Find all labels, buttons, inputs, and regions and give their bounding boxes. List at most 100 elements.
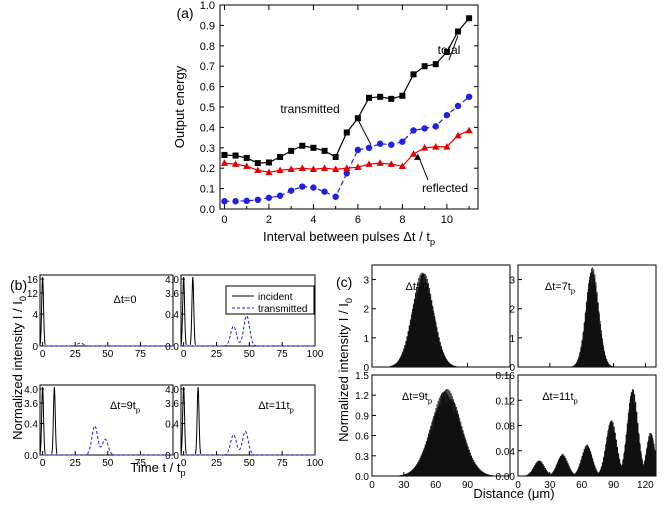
x-tick-label-b: 0 <box>40 349 46 360</box>
x-tick-label-b: 75 <box>135 349 147 360</box>
x-tick-label-a: 0 <box>221 214 227 226</box>
marker-transmitted <box>232 198 239 205</box>
y-tick-label-c: 3 <box>363 276 369 287</box>
transmitted-pulse <box>183 430 315 456</box>
incident-pulse <box>194 386 202 454</box>
y-tick-label-c: 0.9 <box>355 411 369 422</box>
marker-total <box>388 95 395 102</box>
x-tick-label-b: 0 <box>181 458 187 469</box>
marker-transmitted <box>354 146 362 154</box>
marker-total <box>443 48 450 55</box>
plot-frame-b <box>180 384 316 456</box>
y-tick-label-a: 1.0 <box>200 0 215 12</box>
marker-total <box>288 147 295 154</box>
y-tick-label-b: 0 <box>32 342 38 353</box>
marker-total <box>454 28 461 35</box>
marker-transmitted <box>443 111 451 119</box>
intensity-envelope <box>571 267 614 367</box>
x-tick-label-a: 8 <box>399 214 405 226</box>
y-tick-label-a: 0.8 <box>200 41 215 53</box>
x-tick-label-c: 120 <box>637 480 654 491</box>
intensity-envelope <box>524 389 657 476</box>
x-tick-label-a: 4 <box>310 214 316 226</box>
plot-frame-b <box>39 274 174 347</box>
y-tick-label-c: 1.5 <box>355 371 369 382</box>
x-tick-label-b: 50 <box>244 458 256 469</box>
marker-reflected <box>320 164 329 171</box>
x-tick-label-c: 0 <box>515 480 521 491</box>
marker-transmitted <box>332 193 339 200</box>
x-tick-label-b: 75 <box>277 458 289 469</box>
marker-reflected <box>254 166 262 174</box>
incident-pulse <box>189 276 196 345</box>
marker-transmitted <box>421 125 428 132</box>
marker-transmitted <box>321 188 328 195</box>
marker-transmitted <box>254 196 262 204</box>
marker-transmitted <box>376 140 384 147</box>
marker-reflected <box>443 142 451 150</box>
marker-reflected <box>265 168 273 176</box>
y-tick-label-c: 0.0 <box>355 472 369 483</box>
marker-total <box>410 71 417 78</box>
y-tick-label-a: 0.3 <box>200 143 215 155</box>
intensity-envelope <box>388 272 458 367</box>
marker-reflected <box>432 142 440 150</box>
y-tick-label-b: 3.6 <box>165 289 179 300</box>
y-tick-label-b: 0.4 <box>165 310 179 321</box>
x-tick-label-c: 60 <box>576 480 588 491</box>
y-tick-label-c: 0.12 <box>496 396 516 407</box>
y-tick-label-c: 0.04 <box>496 447 516 458</box>
marker-reflected <box>276 166 284 174</box>
subplot-label-b: Δt=0 <box>114 294 137 306</box>
x-tick-label-b: 100 <box>307 349 324 360</box>
subplot-label-b: Δt=11tp <box>258 400 294 414</box>
marker-reflected <box>398 162 406 169</box>
x-tick-label-a: 2 <box>266 214 272 226</box>
y-tick-label-a: 0.0 <box>200 204 215 216</box>
y-tick-label-b: 12 <box>27 289 39 300</box>
x-tick-label-b: 100 <box>307 458 324 469</box>
marker-total <box>466 15 473 22</box>
y-tick-label-b: 3.6 <box>24 399 38 410</box>
marker-total <box>354 115 361 122</box>
y-axis-label-b: Normalized intensity I / I0 <box>10 296 28 440</box>
y-tick-label-c: 0.16 <box>496 371 516 382</box>
annotation-arrowhead-reflected <box>413 153 421 160</box>
legend-label-incident: incident <box>258 292 293 303</box>
x-tick-label-b: 50 <box>102 349 114 360</box>
y-tick-label-c: 0.3 <box>355 452 369 463</box>
marker-total <box>254 160 261 167</box>
x-tick-label-b: 25 <box>211 349 223 360</box>
incident-pulse <box>180 276 187 345</box>
subplot-label-c: Δt=11tp <box>542 391 578 405</box>
x-tick-label-b: 50 <box>244 349 256 360</box>
y-tick-label-c: 3 <box>509 276 515 287</box>
x-tick-label-c: 60 <box>430 480 442 491</box>
y-tick-label-b: 0.0 <box>165 451 179 462</box>
incident-pulse <box>51 386 58 454</box>
plot-frame-a <box>219 4 479 210</box>
marker-transmitted <box>399 138 406 145</box>
subplot-label-c: Δt=9tp <box>402 391 432 405</box>
transmitted-pulse <box>42 425 173 456</box>
marker-transmitted <box>410 127 417 134</box>
y-tick-label-c: 1.2 <box>355 391 369 402</box>
y-tick-label-b: 16 <box>27 275 39 286</box>
marker-reflected <box>354 163 362 170</box>
marker-transmitted <box>454 102 462 110</box>
x-tick-label-a: 10 <box>441 214 453 226</box>
marker-total <box>232 152 239 159</box>
y-tick-label-b: 0.4 <box>165 420 179 431</box>
marker-total <box>243 155 250 161</box>
marker-transmitted <box>343 170 350 177</box>
y-tick-label-c: 0.6 <box>355 432 369 443</box>
marker-transmitted <box>388 141 395 148</box>
marker-transmitted <box>265 194 273 201</box>
marker-total <box>277 153 284 160</box>
marker-total <box>332 153 339 160</box>
annotation-transmitted: transmitted <box>280 102 339 116</box>
marker-reflected <box>387 160 395 167</box>
y-tick-label-c: 0.08 <box>496 422 516 433</box>
marker-transmitted <box>221 198 228 205</box>
subplot-label-c: Δt=0 <box>406 281 429 293</box>
